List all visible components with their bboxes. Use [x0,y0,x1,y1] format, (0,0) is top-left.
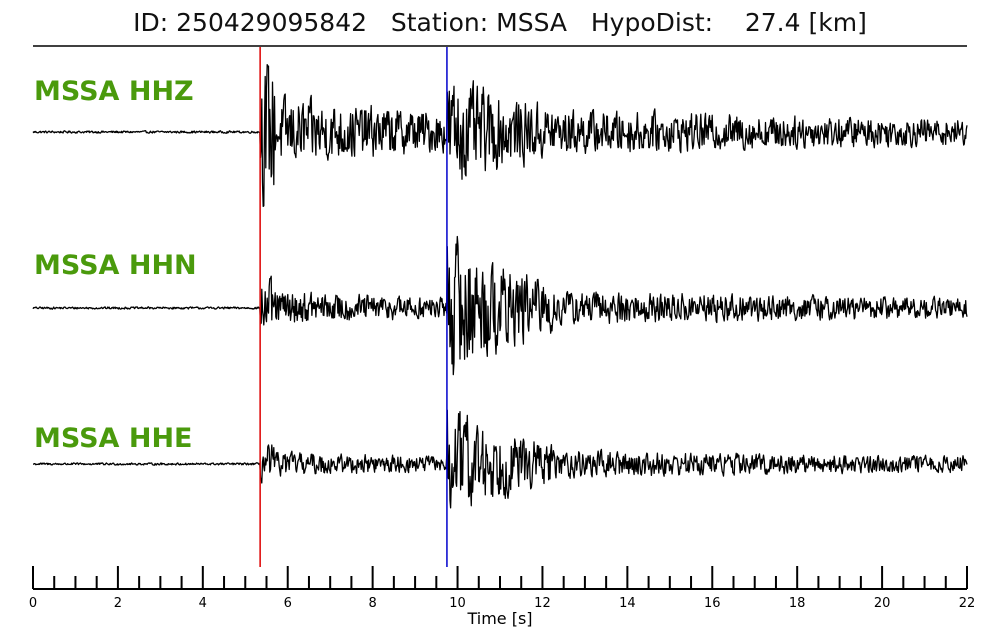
trace-label: MSSA HHN [34,250,197,281]
trace-labels-group: MSSA HHZ MSSA HHN MSSA HHE [34,76,197,454]
x-axis: 0 2 4 6 8 10 12 14 16 18 20 22 [29,566,975,611]
trace-label: MSSA HHE [34,423,192,454]
x-tick-label: 4 [199,596,207,611]
event-id: 250429095842 [176,8,368,37]
x-tick-label: 8 [368,596,376,611]
waveform-trace [32,64,968,208]
x-tick-label: 6 [284,596,292,611]
x-tick-label: 0 [29,596,37,611]
x-tick-label: 10 [449,596,466,611]
x-axis-label: Time [s] [466,609,532,628]
x-tick-label: 18 [789,596,806,611]
station-name: MSSA [496,8,568,37]
hypodist-unit: [km] [808,8,867,37]
hypodist-label: HypoDist: [590,8,714,37]
id-label: ID: [133,8,169,37]
hypodist-value: 27.4 [744,8,801,37]
station-label: Station: [390,8,489,37]
traces-group [32,64,968,509]
x-tick-label: 12 [534,596,551,611]
x-tick-label: 2 [114,596,122,611]
waveform-trace [32,235,968,376]
waveform-trace [33,409,968,509]
trace-label: MSSA HHZ [34,76,194,107]
x-tick-label: 22 [959,596,976,611]
x-tick-label: 20 [874,596,891,611]
x-tick-label: 16 [704,596,721,611]
chart-title: ID: 250429095842 Station: MSSA HypoDist:… [0,8,1000,37]
x-tick-label: 14 [619,596,636,611]
picks-group [259,47,448,567]
